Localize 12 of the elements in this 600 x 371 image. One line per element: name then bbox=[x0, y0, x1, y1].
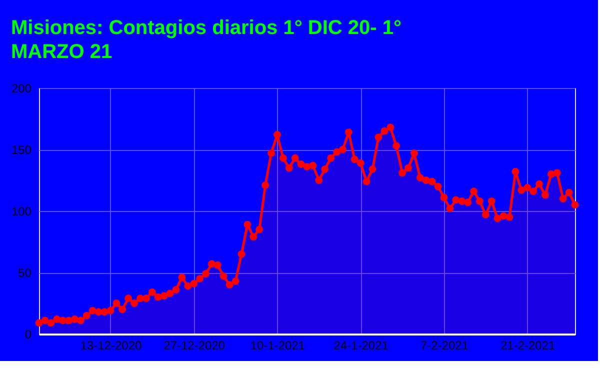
x-tick-label: 7-2-2021 bbox=[420, 338, 469, 352]
x-tick-label: 21-2-2021 bbox=[500, 338, 556, 352]
y-tick-label: 200 bbox=[11, 82, 32, 96]
x-tick-label: 10-1-2021 bbox=[250, 338, 306, 352]
y-tick-label: 0 bbox=[24, 328, 32, 342]
x-tick-label: 13-12-2020 bbox=[80, 338, 142, 352]
x-tick-label: 27-12-2020 bbox=[164, 338, 226, 352]
x-tick-label: 24-1-2021 bbox=[334, 338, 389, 352]
y-tick-label: 150 bbox=[11, 143, 32, 157]
chart-title: Misiones: Contagios diarios 1° DIC 20- 1° MARZO 21 bbox=[10, 17, 402, 63]
y-tick-label: 100 bbox=[11, 204, 32, 218]
y-tick-label: 50 bbox=[18, 266, 32, 280]
